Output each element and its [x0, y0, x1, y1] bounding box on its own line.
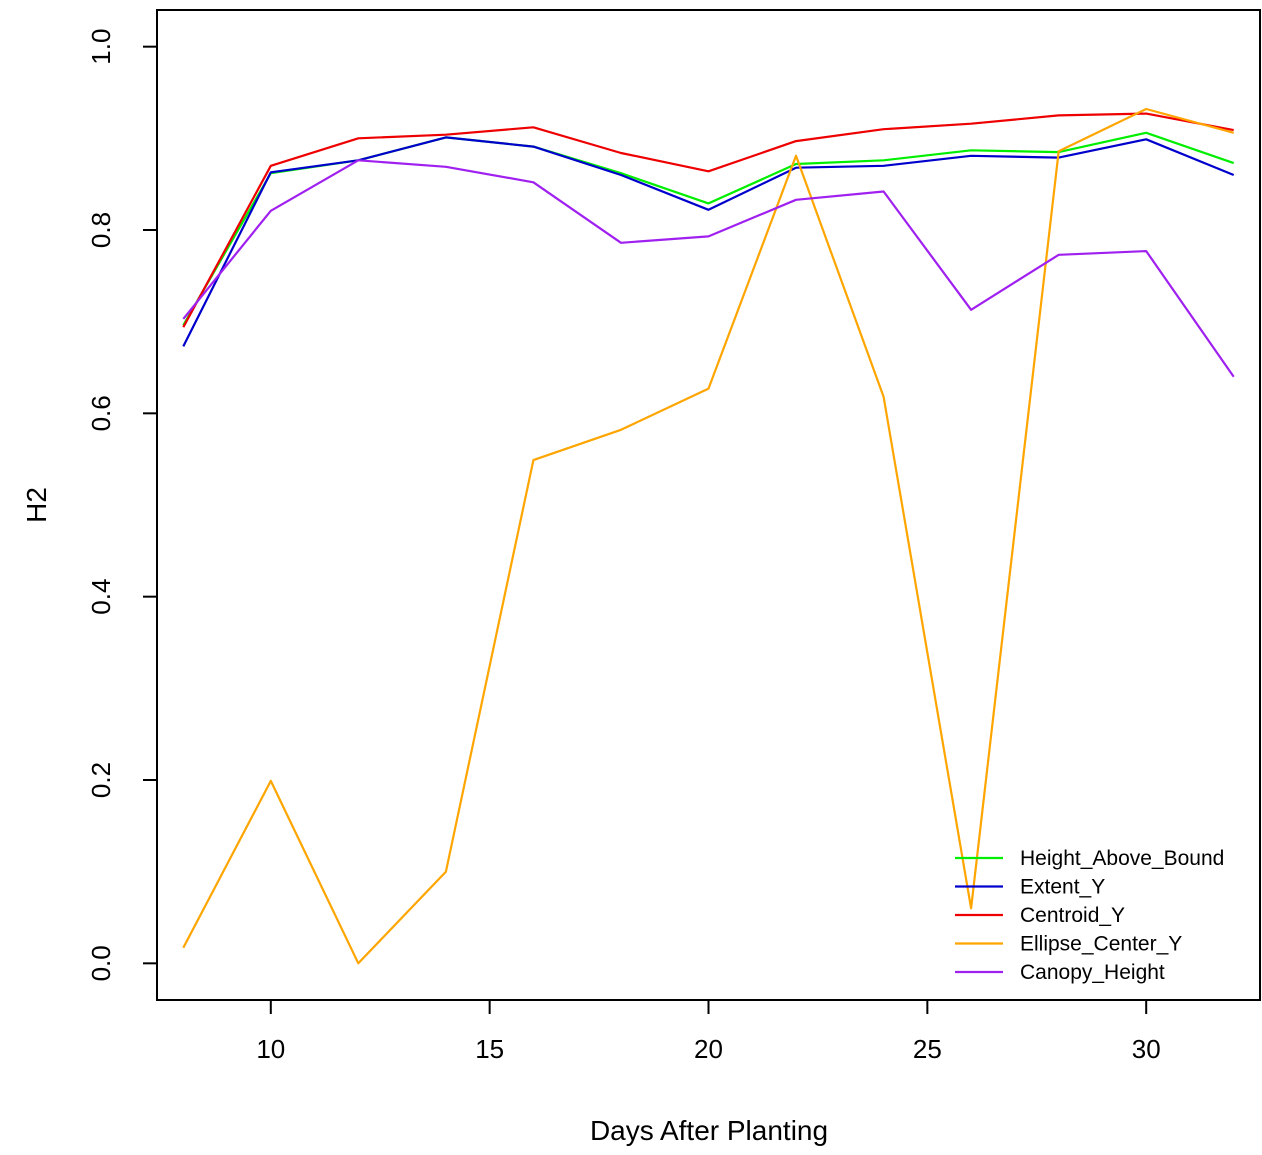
y-tick-label: 0.6 — [86, 395, 116, 431]
x-tick-label: 20 — [694, 1034, 723, 1064]
series-line-canopy-height — [182, 159, 1235, 378]
legend-label: Canopy_Height — [1020, 961, 1165, 984]
legend-label: Extent_Y — [1020, 876, 1105, 899]
legend: Height_Above_Bound Extent_Y Centroid_Y Elli… — [955, 847, 1224, 984]
x-axis-title: Days After Planting — [590, 1115, 828, 1146]
legend-label: Ellipse_Center_Y — [1020, 933, 1182, 956]
legend-label: Height_Above_Bound — [1020, 847, 1224, 870]
y-tick-label: 0.2 — [86, 762, 116, 798]
x-tick-label: 15 — [475, 1034, 504, 1064]
y-axis-title: H2 — [21, 487, 52, 523]
y-tick-label: 0.8 — [86, 212, 116, 248]
y-tick-label: 0.0 — [86, 945, 116, 981]
x-tick-label: 25 — [913, 1034, 942, 1064]
series-line-centroid-y — [182, 112, 1234, 328]
x-tick-label: 10 — [256, 1034, 285, 1064]
y-tick-label: 1.0 — [86, 29, 116, 65]
x-tick-label: 30 — [1132, 1034, 1161, 1064]
series-layer — [182, 107, 1235, 965]
y-tick-label: 0.4 — [86, 579, 116, 615]
legend-label: Centroid_Y — [1020, 904, 1125, 927]
x-axis: 10 15 20 25 30 — [256, 999, 1161, 1064]
series-line-extent-y — [182, 136, 1235, 347]
series-line-ellipse-center-y — [182, 107, 1234, 965]
y-axis: 0.0 0.2 0.4 0.6 0.8 1.0 — [86, 29, 158, 981]
